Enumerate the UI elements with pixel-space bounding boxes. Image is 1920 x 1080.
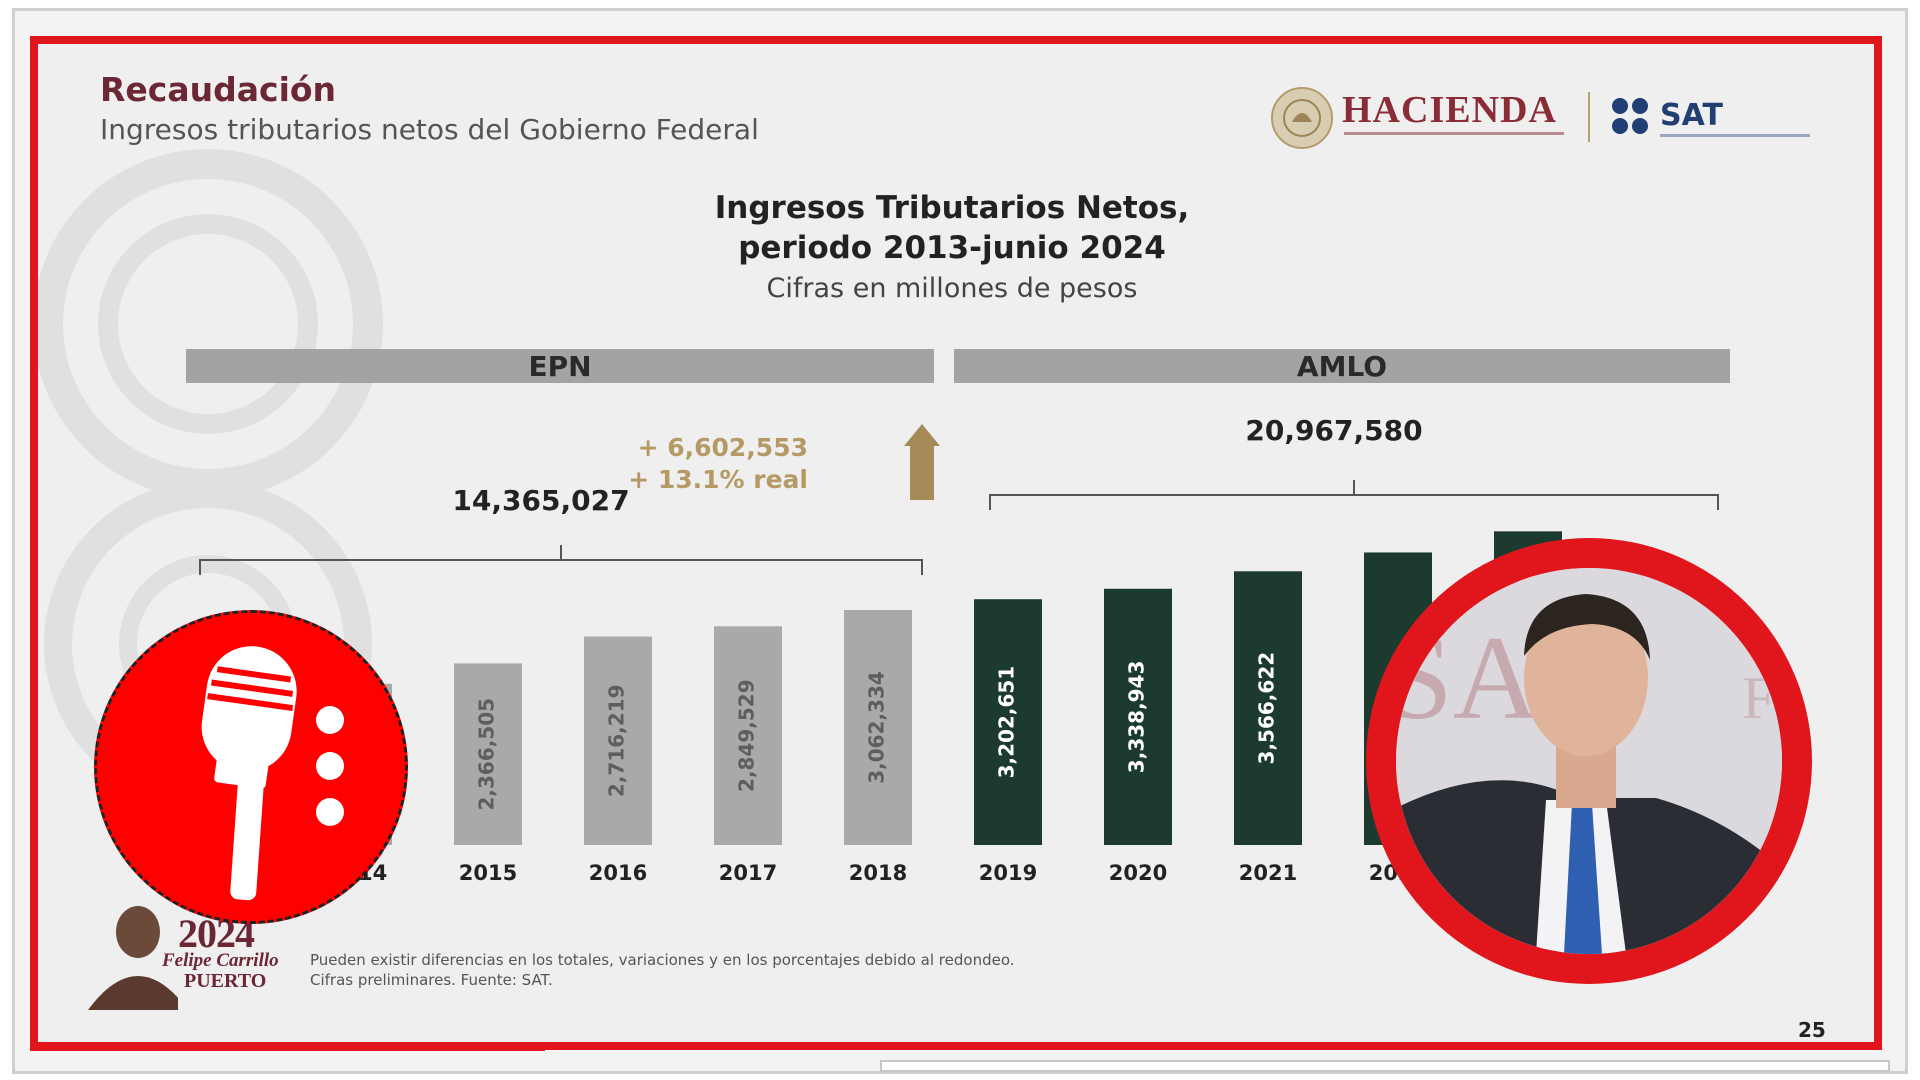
x-tick-label: 2021 <box>1239 861 1297 885</box>
difference-percent: + 13.1% real <box>628 465 808 494</box>
speaker-photo-frame: SA F <box>1366 538 1812 984</box>
hacienda-logo-text: HACIENDA <box>1342 89 1557 131</box>
group-total-label: 14,365,027 <box>452 484 629 517</box>
badge-name: Felipe Carrillo <box>162 950 279 971</box>
x-tick-label: 2018 <box>849 861 907 885</box>
portrait-icon <box>88 906 178 1010</box>
slide-subtitle: Ingresos tributarios netos del Gobierno … <box>100 113 759 146</box>
bar-value-label: 3,062,334 <box>865 671 889 784</box>
x-tick-label: 2016 <box>589 861 647 885</box>
up-arrow-icon <box>904 424 940 500</box>
speaker-photo: SA F <box>1396 568 1782 954</box>
footnote-line2: Cifras preliminares. Fuente: SAT. <box>310 971 553 989</box>
svg-text:SA: SA <box>1396 611 1539 744</box>
bar-2016 <box>584 636 652 845</box>
group-header-bar <box>954 349 1730 383</box>
footnote: Pueden existir diferencias en los totale… <box>310 950 1015 990</box>
bar-value-label: 2,849,529 <box>735 679 759 792</box>
group-header-label: AMLO <box>1297 350 1387 383</box>
group-headers: EPN 14,365,027 AMLO 20,967,580 <box>186 349 1730 575</box>
x-tick-label: 2020 <box>1109 861 1167 885</box>
bar-value-label: 3,566,622 <box>1255 652 1279 765</box>
group-bracket <box>199 545 923 575</box>
bar-value-label: 3,202,651 <box>995 666 1019 779</box>
difference-annotation: + 6,602,553 + 13.1% real <box>628 424 940 500</box>
slide-progress-bar <box>30 1044 545 1051</box>
scroll-track[interactable] <box>880 1060 1890 1072</box>
sat-logo-text: SAT <box>1660 98 1723 133</box>
difference-amount: + 6,602,553 <box>638 433 808 462</box>
bar-value-label: 2,716,219 <box>605 684 629 797</box>
chart-subtitle: Cifras en millones de pesos <box>767 273 1138 304</box>
bar-2019 <box>974 599 1042 845</box>
footnote-line1: Pueden existir diferencias en los totale… <box>310 951 1015 969</box>
sat-logo-icon <box>1612 98 1648 134</box>
bar-2018 <box>844 609 912 845</box>
x-tick-label: 2019 <box>979 861 1037 885</box>
group-bracket <box>989 480 1719 510</box>
bar-value-label: 2,366,505 <box>475 698 499 811</box>
logos: HACIENDA SAT <box>1270 84 1830 156</box>
bar-2021 <box>1234 571 1302 845</box>
chart-title: Ingresos Tributarios Netos, <box>715 190 1190 226</box>
sat-logo-subline <box>1660 134 1810 137</box>
x-tick-label: 2015 <box>459 861 517 885</box>
x-tick-label: 2017 <box>719 861 777 885</box>
bar-2015 <box>454 663 522 845</box>
speaker-portrait-image: SA F <box>1396 568 1782 954</box>
podcast-badge <box>94 610 408 924</box>
group-header-label: EPN <box>528 350 591 383</box>
chart-title-line2: periodo 2013-junio 2024 <box>738 230 1166 266</box>
mexico-seal-icon <box>1271 87 1333 149</box>
logo-divider <box>1588 92 1590 142</box>
page-number: 25 <box>1798 1018 1826 1042</box>
microphone-icon <box>201 646 344 901</box>
bar-value-label: 3,338,943 <box>1125 661 1149 774</box>
group-total-label: 20,967,580 <box>1245 414 1422 447</box>
hacienda-logo-subline <box>1344 132 1564 135</box>
badge-lastname: PUERTO <box>184 970 267 992</box>
group-header-bar <box>186 349 934 383</box>
slide-title: Recaudación <box>100 70 337 109</box>
svg-text:F: F <box>1742 665 1775 731</box>
bar-2020 <box>1104 588 1172 845</box>
bar-2017 <box>714 626 782 845</box>
